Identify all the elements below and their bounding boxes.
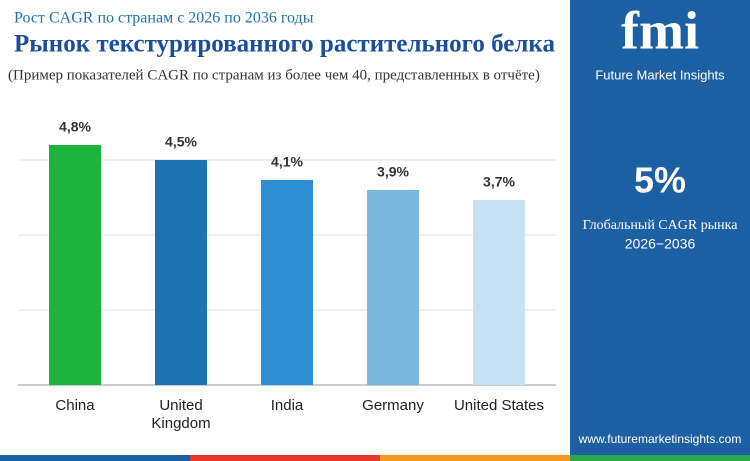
stat-label: Глобальный CAGR рынка <box>583 218 739 233</box>
stat-period: 2026−2036 <box>625 236 696 252</box>
data-label: 3,9% <box>377 164 409 180</box>
sidebar-bg <box>570 0 750 461</box>
data-label: 3,7% <box>483 174 515 190</box>
strip <box>190 455 380 461</box>
annotation: (Пример показателей CAGR по странам из б… <box>8 67 540 83</box>
bar <box>367 190 419 385</box>
data-label: 4,8% <box>59 119 91 135</box>
brand: Future Market Insights <box>595 67 725 82</box>
bar <box>155 160 207 385</box>
data-label: 4,1% <box>271 154 303 170</box>
chart-subtitle: Рост CAGR по странам с 2026 по 2036 годы <box>14 10 314 27</box>
x-tick-label: Germany <box>362 397 424 414</box>
x-tick-label: United States <box>453 397 545 414</box>
stat: 5% <box>634 160 686 201</box>
chart-title: Рынок текстурированного растительного бе… <box>14 31 555 58</box>
logo: fmi <box>621 0 699 60</box>
strip <box>570 455 750 461</box>
x-tick-label: India <box>270 397 304 414</box>
bar <box>49 145 101 385</box>
bar <box>261 180 313 385</box>
bar <box>473 200 525 385</box>
website: www.futuremarketinsights.com <box>578 432 742 446</box>
x-tick-label: United Kingdom <box>151 397 211 432</box>
strip <box>380 455 570 461</box>
x-tick-label: China <box>55 397 95 414</box>
data-label: 4,5% <box>165 134 197 150</box>
strip <box>0 455 190 461</box>
